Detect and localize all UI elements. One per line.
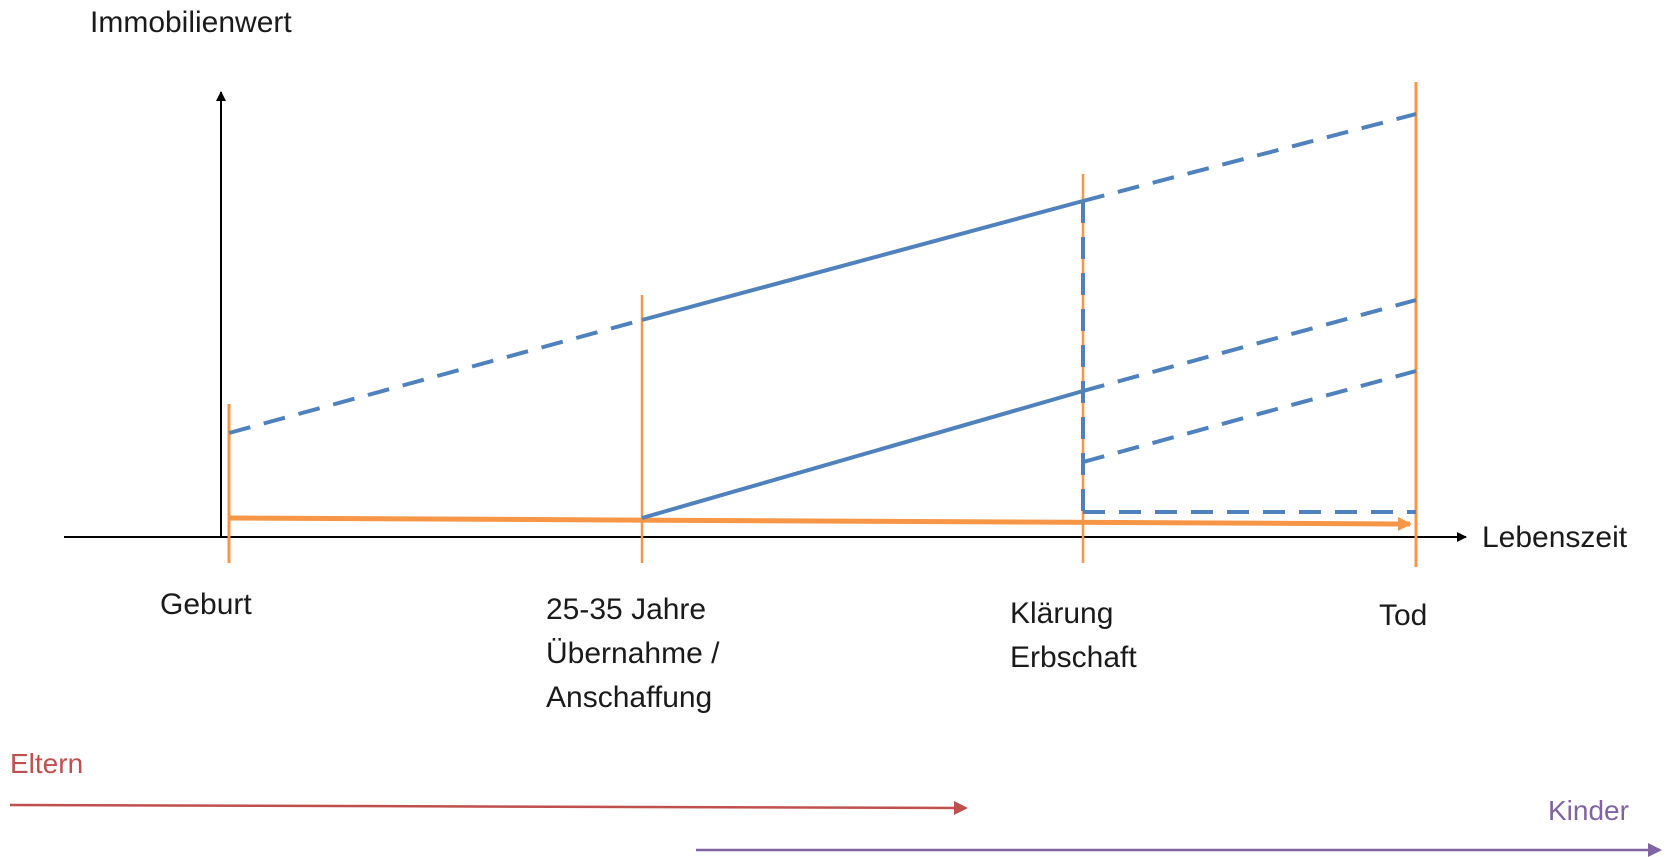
milestone-label-line: Übernahme / <box>546 637 720 670</box>
milestone-label-line: Klärung <box>1010 597 1113 630</box>
milestone-label-tod: Tod <box>1379 599 1427 632</box>
value-line-upper-dashed-before <box>228 318 643 435</box>
x-axis-label: Lebenszeit <box>1482 521 1628 554</box>
value-line-middle-solid <box>641 389 1084 520</box>
milestone-label-line: Tod <box>1379 599 1427 632</box>
milestone-label-klaerung: Klärung Erbschaft <box>1010 597 1137 674</box>
milestone-label-geburt: Geburt <box>160 588 252 621</box>
parents-label: Eltern <box>10 748 83 779</box>
milestone-label-line: Geburt <box>160 588 252 621</box>
children-label: Kinder <box>1548 795 1629 826</box>
value-line-lower-dashed <box>1082 369 1417 464</box>
milestone-label-uebernahme: 25-35 Jahre Übernahme / Anschaffung <box>546 593 720 714</box>
parents-arrow <box>9 800 968 815</box>
ownership-timeline-arrow <box>228 515 1412 531</box>
y-axis-label: Immobilienwert <box>90 6 292 39</box>
value-line-upper-solid <box>641 199 1084 322</box>
milestone-label-line: Erbschaft <box>1010 641 1137 674</box>
milestone-label-line: 25-35 Jahre <box>546 593 706 626</box>
value-line-middle-dashed-after <box>1082 298 1417 393</box>
milestone-label-line: Anschaffung <box>546 681 712 714</box>
value-line-upper-dashed-after <box>1082 112 1417 203</box>
